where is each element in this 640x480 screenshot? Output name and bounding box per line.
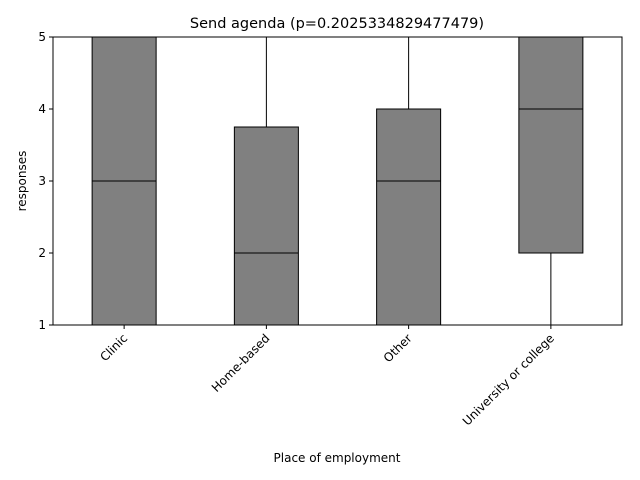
y-axis-label: responses — [15, 151, 29, 212]
box-other — [376, 108, 442, 326]
x-tick-label: University or college — [460, 331, 557, 428]
chart-title: Send agenda (p=0.2025334829477479) — [190, 16, 484, 32]
plot-area: 1 2 3 4 5 Clinic Home-based Other University or … — [38, 30, 623, 428]
box-home-based — [233, 126, 299, 326]
x-tick-label: Other — [381, 331, 415, 365]
x-tick-label: Clinic — [97, 331, 130, 364]
y-tick-label: 3 — [38, 174, 46, 188]
x-tick-label: Home-based — [209, 331, 273, 395]
box-university-or-college — [518, 36, 584, 254]
y-tick-label: 4 — [38, 102, 46, 116]
y-tick-label: 2 — [38, 246, 46, 260]
y-tick-label: 1 — [38, 318, 46, 332]
x-axis-label: Place of employment — [274, 451, 401, 465]
y-tick-label: 5 — [38, 30, 46, 44]
